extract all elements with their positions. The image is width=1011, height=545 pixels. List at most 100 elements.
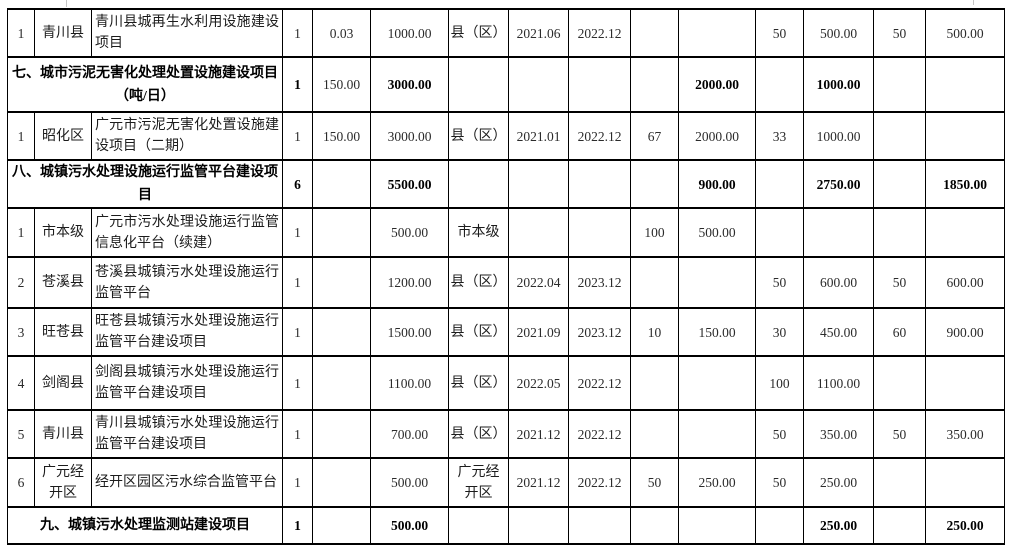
cell-y3-pct [873, 111, 926, 161]
cell-name: 苍溪县城镇污水处理设施运行监管平台 [91, 256, 283, 309]
cell-invest: 500.00 [370, 506, 449, 545]
cell-y1-amt: 500.00 [678, 207, 756, 258]
cell-agency: 广元经 开区 [448, 457, 509, 508]
cell-y2-pct: 30 [755, 307, 804, 357]
section-row: 八、城镇污水处理设施运行监管平台建设项目 6 5500.00 900.00 2750.0… [7, 159, 1005, 209]
cell-seq: 3 [7, 307, 35, 357]
cell-y3-amt [925, 207, 1005, 258]
cell-y3-amt [925, 355, 1005, 411]
cell-scale [312, 355, 371, 411]
cell-count: 1 [282, 409, 313, 459]
cell-y3-pct [873, 506, 926, 545]
cell-y2-amt: 1000.00 [803, 111, 874, 161]
cell-count: 1 [282, 355, 313, 411]
cell-name: 青川县城再生水利用设施建设项目 [91, 8, 283, 58]
cell-invest: 500.00 [370, 207, 449, 258]
cell-count: 1 [282, 56, 313, 113]
cell-count: 1 [282, 307, 313, 357]
cell-area: 青川县 [34, 8, 92, 58]
projects-table: 1 青川县 青川县城再生水利用设施建设项目 1 0.03 1000.00 县（区） 2021.… [7, 8, 1005, 545]
cell-area: 苍溪县 [34, 256, 92, 309]
cell-count: 6 [282, 159, 313, 209]
cell-seq: 5 [7, 409, 35, 459]
cell-scale [312, 506, 371, 545]
project-row: 2 苍溪县 苍溪县城镇污水处理设施运行监管平台 1 1200.00 县（区） 2022.04… [7, 256, 1005, 309]
cell-agency: 县（区） [448, 355, 509, 411]
cell-invest: 3000.00 [370, 111, 449, 161]
cell-y3-pct [873, 457, 926, 508]
cell-agency [448, 159, 509, 209]
cell-scale [312, 409, 371, 459]
cell-area: 市本级 [34, 207, 92, 258]
cell-finish: 2022.12 [568, 8, 631, 58]
cell-seq: 1 [7, 207, 35, 258]
cell-y3-amt [925, 457, 1005, 508]
project-row: 1 市本级 广元市污水处理设施运行监管信息化平台（续建） 1 500.00 市本级 100 5… [7, 207, 1005, 258]
cell-finish: 2023.12 [568, 256, 631, 309]
project-row: 1 昭化区 广元市污泥无害化处置设施建设项目（二期） 1 150.00 3000.00 县（… [7, 111, 1005, 161]
section-title: 七、城市污泥无害化处理处置设施建设项目（吨/日） [7, 56, 283, 113]
cell-y1-amt: 2000.00 [678, 56, 756, 113]
cell-y2-pct: 33 [755, 111, 804, 161]
cell-y2-pct [755, 506, 804, 545]
cell-y3-pct [873, 207, 926, 258]
cell-y2-amt: 2750.00 [803, 159, 874, 209]
cell-seq: 1 [7, 111, 35, 161]
cell-y1-pct: 100 [630, 207, 679, 258]
cell-finish: 2022.12 [568, 355, 631, 411]
cell-y1-pct: 50 [630, 457, 679, 508]
cell-y3-pct: 50 [873, 409, 926, 459]
cell-y2-amt [803, 207, 874, 258]
project-row: 5 青川县 青川县城镇污水处理设施运行监管平台建设项目 1 700.00 县（区） 2021… [7, 409, 1005, 459]
cell-scale [312, 207, 371, 258]
section-row: 七、城市污泥无害化处理处置设施建设项目（吨/日） 1 150.00 3000.00 20… [7, 56, 1005, 113]
cell-finish: 2023.12 [568, 307, 631, 357]
cell-start: 2022.05 [508, 355, 569, 411]
cell-area: 广元经 开区 [34, 457, 92, 508]
cell-scale [312, 307, 371, 357]
project-row: 1 青川县 青川县城再生水利用设施建设项目 1 0.03 1000.00 县（区） 2021.… [7, 8, 1005, 58]
cell-y2-amt: 450.00 [803, 307, 874, 357]
cell-y3-amt: 600.00 [925, 256, 1005, 309]
cell-start [508, 506, 569, 545]
project-row: 4 剑阁县 剑阁县城镇污水处理设施运行监管平台建设项目 1 1100.00 县（区） 202… [7, 355, 1005, 411]
cell-agency [448, 56, 509, 113]
cell-invest: 3000.00 [370, 56, 449, 113]
cell-finish [568, 207, 631, 258]
cell-area: 昭化区 [34, 111, 92, 161]
cropped-gridline-artifact [66, 0, 67, 7]
cell-start [508, 56, 569, 113]
cell-area: 剑阁县 [34, 355, 92, 411]
cell-y1-pct [630, 409, 679, 459]
cell-finish: 2022.12 [568, 111, 631, 161]
cell-name: 广元市污水处理设施运行监管信息化平台（续建） [91, 207, 283, 258]
section-title: 九、城镇污水处理监测站建设项目 [7, 506, 283, 545]
cell-y2-amt: 350.00 [803, 409, 874, 459]
cell-count: 1 [282, 457, 313, 508]
cell-finish [568, 56, 631, 113]
cell-invest: 5500.00 [370, 159, 449, 209]
cell-y2-amt: 500.00 [803, 8, 874, 58]
cell-start: 2022.04 [508, 256, 569, 309]
cell-scale [312, 159, 371, 209]
cropped-gridline-artifact [973, 0, 974, 5]
cell-y1-amt [678, 256, 756, 309]
cell-y1-amt [678, 506, 756, 545]
cell-y1-amt: 150.00 [678, 307, 756, 357]
cell-finish: 2022.12 [568, 457, 631, 508]
cell-y1-pct [630, 256, 679, 309]
cell-seq: 6 [7, 457, 35, 508]
project-row: 3 旺苍县 旺苍县城镇污水处理设施运行监管平台建设项目 1 1500.00 县（区） 202… [7, 307, 1005, 357]
section-title: 八、城镇污水处理设施运行监管平台建设项目 [7, 159, 283, 209]
cell-y3-pct: 60 [873, 307, 926, 357]
cell-start: 2021.09 [508, 307, 569, 357]
cell-y3-pct: 50 [873, 256, 926, 309]
cell-y1-amt: 250.00 [678, 457, 756, 508]
cell-start [508, 207, 569, 258]
cell-y1-amt: 2000.00 [678, 111, 756, 161]
cell-y2-pct [755, 159, 804, 209]
cell-y3-amt: 900.00 [925, 307, 1005, 357]
cell-invest: 1500.00 [370, 307, 449, 357]
cell-y1-amt [678, 355, 756, 411]
